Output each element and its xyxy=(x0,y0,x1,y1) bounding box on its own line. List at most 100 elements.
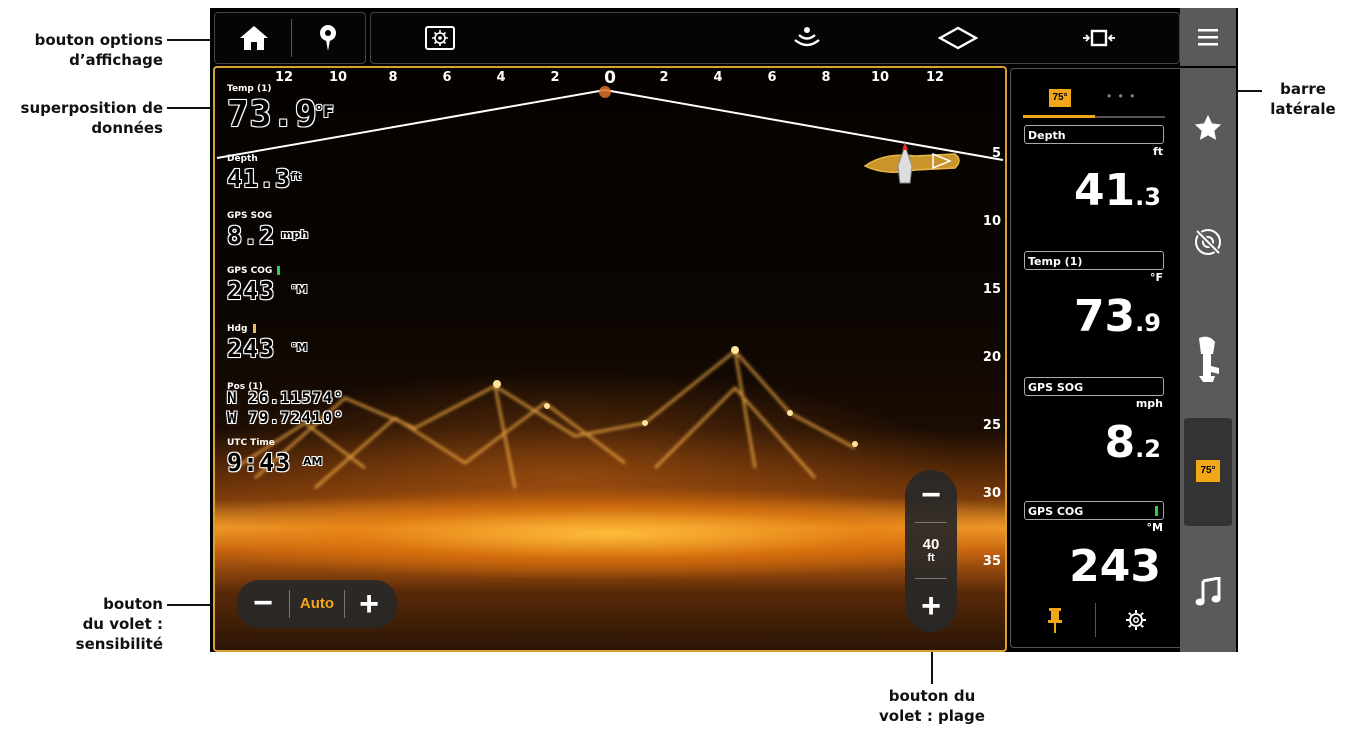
value-decimal: .9 xyxy=(1135,309,1161,337)
scale-tick: 2 xyxy=(550,70,560,85)
range-control: − 40 ft + xyxy=(905,470,957,632)
scale-tick: 4 xyxy=(496,70,506,85)
overlay-hdg-value: 243 xyxy=(227,334,276,363)
callout-leader xyxy=(931,622,933,684)
hdg-indicator xyxy=(253,324,256,333)
overlay-sog-label: GPS SOG xyxy=(227,211,273,221)
pin-icon[interactable] xyxy=(1041,605,1069,635)
overlay-hdg-unit: °M xyxy=(291,341,308,354)
sidebar-item-title: Temp (1) xyxy=(1024,251,1164,270)
scale-tick: 6 xyxy=(442,70,452,85)
display-options-icon[interactable] xyxy=(423,23,457,53)
scale-tick: 0 xyxy=(604,68,616,88)
scale-tick: 10 xyxy=(870,70,890,85)
autopilot-icon[interactable] xyxy=(1180,212,1236,272)
value-main: 73 xyxy=(1073,291,1136,342)
callout-leader xyxy=(167,107,222,109)
temperature-badge-icon: 75° xyxy=(1196,460,1220,482)
overlay-pos-label: Pos (1) xyxy=(227,382,263,392)
sidebar-item-title: GPS COG xyxy=(1024,501,1164,520)
scale-tick: 12 xyxy=(274,70,294,85)
waypoint-icon[interactable] xyxy=(303,21,353,55)
value-main: 243 xyxy=(1069,541,1161,592)
overlay-utc-value: 9:43 xyxy=(227,448,292,477)
divider xyxy=(1095,603,1096,637)
overlay-depth-unit: ft xyxy=(291,170,302,183)
depth-tick: 10 xyxy=(982,214,1001,229)
boat-icon[interactable] xyxy=(933,23,983,53)
callout-line1: bouton du xyxy=(888,687,976,705)
depth-tick: 35 xyxy=(982,554,1001,569)
divider xyxy=(915,522,947,523)
sidebar-item-unit: mph xyxy=(1135,397,1163,410)
sidebar-item-value: 243 xyxy=(1069,541,1161,592)
callout-line2: latérale xyxy=(1270,100,1336,118)
sidebar-tab-badge[interactable]: 75° xyxy=(1049,89,1071,107)
favorites-star-icon[interactable] xyxy=(1180,98,1236,158)
sidebar-panel: 75° • • • Depth ft 41.3 Temp (1) °F 73.9… xyxy=(1010,68,1184,648)
sonar-icon[interactable] xyxy=(787,23,827,53)
callout-line2: du volet : xyxy=(82,615,163,633)
range-minus-button[interactable]: − xyxy=(921,476,941,514)
depth-tick: 30 xyxy=(982,486,1001,501)
sidebar-item-value: 41.3 xyxy=(1074,165,1161,216)
crop-icon[interactable] xyxy=(1079,23,1119,53)
callout-line3: sensibilité xyxy=(75,635,163,653)
range-value[interactable]: 40 xyxy=(922,536,940,553)
callout-data-overlay: superposition de données xyxy=(0,98,163,138)
depth-tick: 20 xyxy=(982,350,1001,365)
scale-tick: 8 xyxy=(388,70,398,85)
sensitivity-minus-button[interactable]: − xyxy=(253,584,273,622)
callout-sensitivity: bouton du volet : sensibilité xyxy=(0,594,163,654)
sidebar-item-unit: ft xyxy=(1152,145,1163,158)
depth-tick: 5 xyxy=(991,146,1001,161)
scale-tick: 6 xyxy=(767,70,777,85)
overlay-depth-value: 41.3 xyxy=(227,164,292,193)
scale-tick: 10 xyxy=(328,70,348,85)
scale-tick: 8 xyxy=(821,70,831,85)
sensitivity-plus-button[interactable]: + xyxy=(359,585,379,623)
callout-line1: bouton xyxy=(103,595,163,613)
overlay-cog-label: GPS COG xyxy=(227,266,273,276)
music-icon[interactable] xyxy=(1180,562,1236,622)
overlay-sog-unit: mph xyxy=(281,228,309,241)
scale-tick: 4 xyxy=(713,70,723,85)
sidebar-item-value: 73.9 xyxy=(1074,291,1161,342)
callout-line2: données xyxy=(91,119,163,137)
callout-line1: superposition de xyxy=(20,99,163,117)
value-decimal: .3 xyxy=(1135,183,1161,211)
menu-button[interactable] xyxy=(1180,8,1236,66)
outboard-motor-icon[interactable] xyxy=(1180,326,1236,396)
range-plus-button[interactable]: + xyxy=(921,587,941,625)
settings-gear-icon[interactable] xyxy=(1121,605,1151,635)
overlay-cog-unit: °M xyxy=(291,283,308,296)
callout-line1: bouton options xyxy=(34,31,163,49)
fishfinder-screen: 12 10 8 6 4 2 0 2 4 6 8 10 12 5 10 15 20… xyxy=(210,8,1238,652)
sidebar-rail: 75° xyxy=(1180,68,1236,652)
divider xyxy=(289,590,290,618)
value-decimal: .2 xyxy=(1135,435,1161,463)
callout-line2: d’affichage xyxy=(69,51,163,69)
sidebar-item-value: 8.2 xyxy=(1105,417,1161,468)
sidebar-tab-more[interactable]: • • • xyxy=(1107,89,1137,103)
sidebar-item-unit: °F xyxy=(1149,271,1163,284)
sidebar-tab-track xyxy=(1095,116,1165,118)
overlay-temp-value: 73.9 xyxy=(227,94,318,135)
active-panel-highlight[interactable]: 75° xyxy=(1184,418,1232,526)
callout-range: bouton du volet : plage xyxy=(862,686,1002,726)
cog-indicator xyxy=(277,266,280,275)
overlay-sog-value: 8.2 xyxy=(227,221,276,250)
sonar-view[interactable]: 12 10 8 6 4 2 0 2 4 6 8 10 12 5 10 15 20… xyxy=(213,66,1007,652)
callout-display-options: bouton options d’affichage xyxy=(0,30,163,70)
sonar-returns xyxy=(216,86,1004,489)
overlay-temp-unit: °F xyxy=(315,102,334,121)
overlay-cog-value: 243 xyxy=(227,276,276,305)
overlay-pos-lon: W 79.72410° xyxy=(227,408,344,427)
sidebar-item-unit: °M xyxy=(1146,521,1163,534)
divider xyxy=(344,590,345,618)
value-main: 41 xyxy=(1073,165,1136,216)
overlay-depth-label: Depth xyxy=(227,154,258,164)
range-unit: ft xyxy=(927,552,935,564)
sensitivity-value[interactable]: Auto xyxy=(299,595,335,612)
home-icon[interactable] xyxy=(229,21,279,55)
